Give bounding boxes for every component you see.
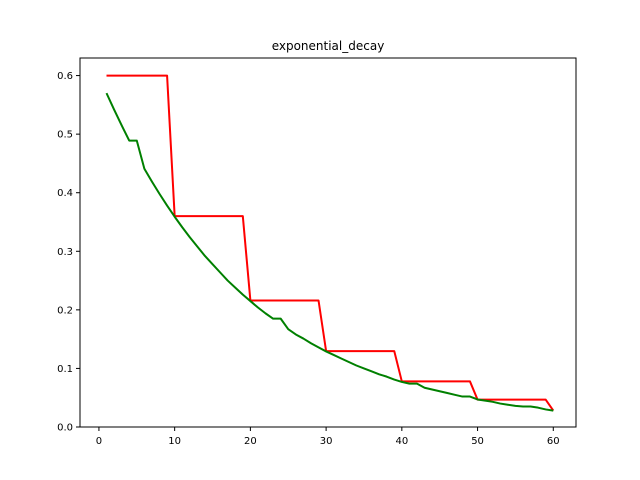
x-tick-label: 30 <box>320 436 333 447</box>
series-line-2 <box>105 92 554 412</box>
y-tick-label: 0.6 <box>57 71 73 82</box>
y-tick-label: 0.2 <box>57 305 73 316</box>
x-tick-label: 40 <box>395 436 408 447</box>
x-tick-label: 50 <box>471 436 484 447</box>
chart-title: exponential_decay <box>272 39 385 53</box>
series-line-1 <box>106 74 555 412</box>
axis-layer: 0 10 20 30 40 50 60 0.0 0.1 0.2 0.3 0.4 0.5 0.6 <box>57 71 560 447</box>
x-tick-label: 10 <box>168 436 181 447</box>
plot-frame <box>79 57 577 428</box>
y-tick-label: 0.5 <box>57 130 73 141</box>
series-layer <box>105 74 555 412</box>
y-tick-label: 0.1 <box>57 364 73 375</box>
x-tick-label: 0 <box>96 436 102 447</box>
x-tick-label: 20 <box>244 436 257 447</box>
y-tick-label: 0.3 <box>57 247 73 258</box>
x-tick-label: 60 <box>547 436 560 447</box>
y-tick-label: 0.0 <box>57 423 73 434</box>
y-tick-label: 0.4 <box>57 188 73 199</box>
